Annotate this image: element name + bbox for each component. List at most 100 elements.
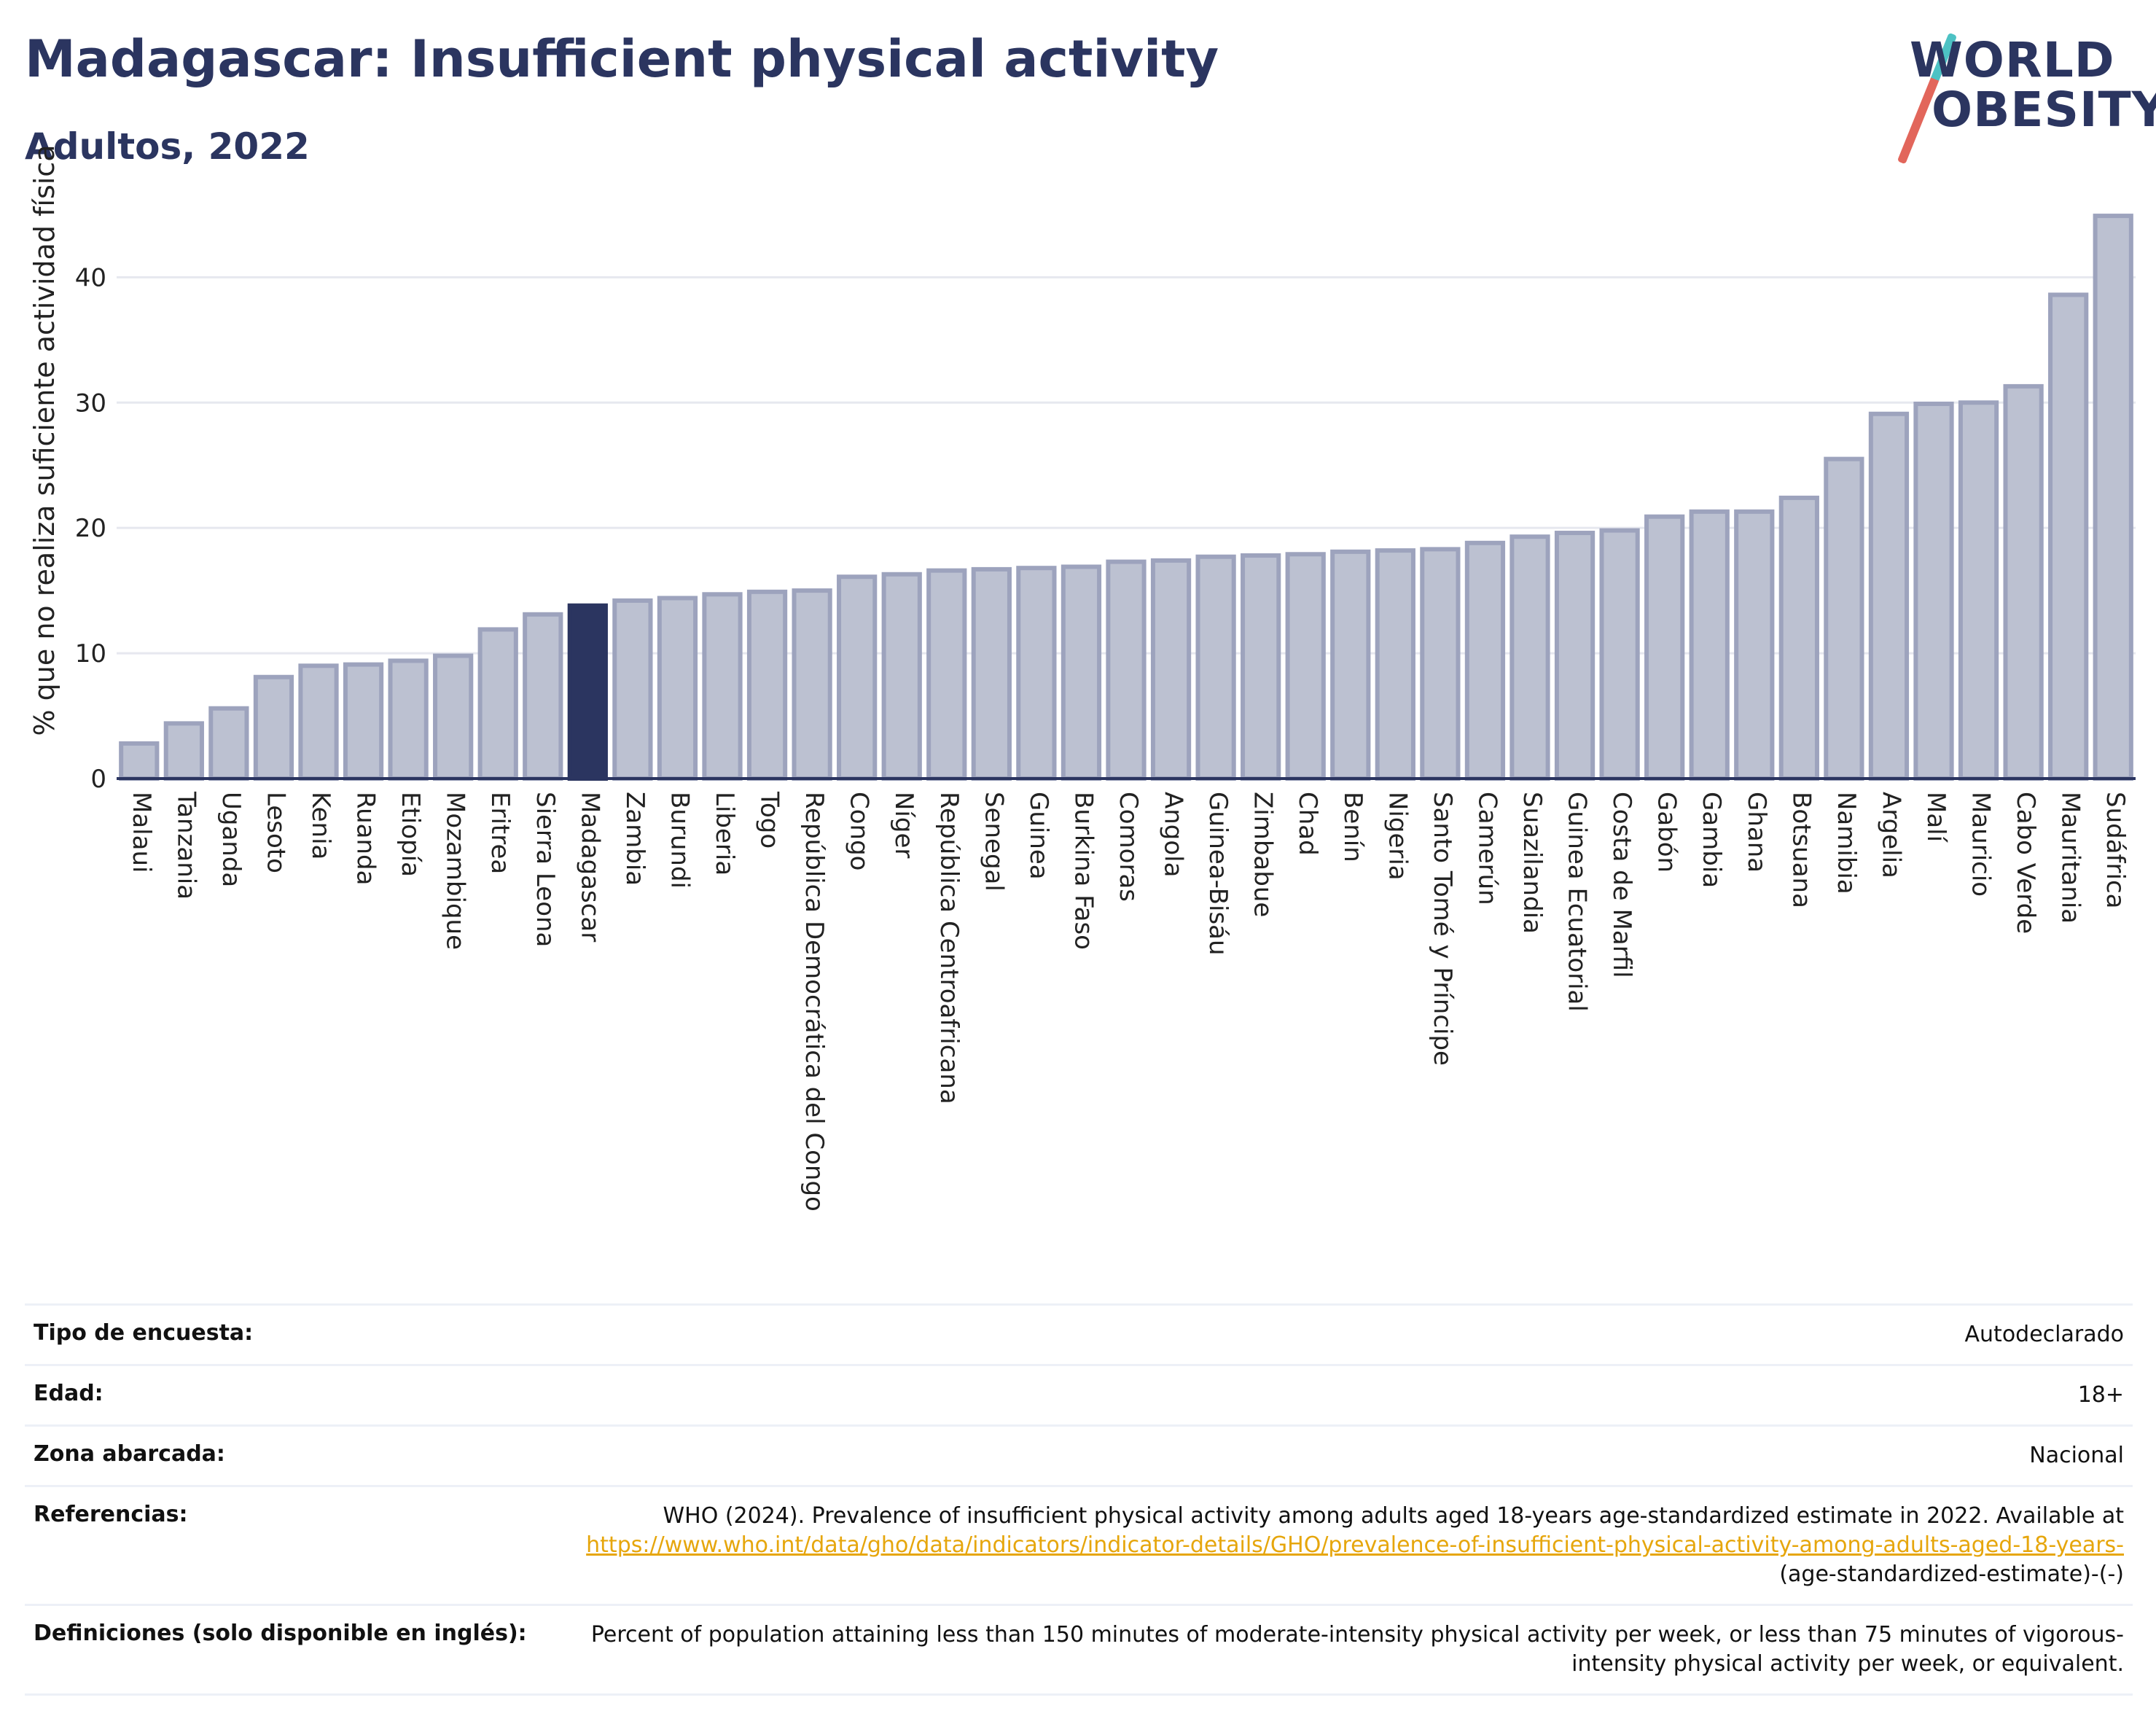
references-link[interactable]: https://www.who.int/data/gho/data/indica… — [586, 1532, 2124, 1558]
info-value: 18+ — [2077, 1382, 2124, 1408]
info-row-age: Edad: 18+ — [25, 1365, 2133, 1426]
bar — [208, 706, 249, 781]
x-tick-label: Mauritania — [2056, 792, 2085, 924]
x-tick-label: Guinea-Bisáu — [1203, 792, 1233, 956]
x-tick-label: Zimbabue — [1249, 792, 1278, 917]
x-tick-label: Comoras — [1114, 792, 1143, 902]
x-tick-label: Chad — [1293, 792, 1322, 856]
x-tick-label: Mozambique — [441, 792, 470, 950]
bar — [1958, 400, 1999, 781]
bar — [163, 721, 204, 781]
x-tick-label: Gambia — [1697, 792, 1726, 888]
bar — [477, 627, 518, 781]
bar — [343, 662, 384, 781]
x-tick-label: Botsuana — [1786, 792, 1816, 908]
x-tick-label: Malí — [1921, 792, 1950, 843]
bar — [1330, 549, 1371, 781]
x-tick-label: Ghana — [1742, 792, 1771, 873]
bar — [1150, 558, 1192, 781]
x-tick-label: Angola — [1159, 792, 1188, 877]
x-tick-label: Nigeria — [1383, 792, 1412, 881]
info-label: Tipo de encuesta: — [34, 1320, 254, 1346]
y-tick-label: 0 — [90, 765, 106, 794]
bar — [702, 592, 743, 781]
info-label: Edad: — [34, 1381, 103, 1406]
info-row-coverage: Zona abarcada: Nacional — [25, 1425, 2133, 1486]
references-text: WHO (2024). Prevalence of insufficient p… — [663, 1503, 2124, 1529]
bar — [1016, 566, 1057, 781]
bar — [1689, 509, 1730, 781]
x-tick-label: Santo Tomé y Príncipe — [1428, 792, 1457, 1066]
info-row-references: Referencias: WHO (2024). Prevalence of i… — [25, 1486, 2133, 1605]
info-table: Tipo de encuesta: Autodeclarado Edad: 18… — [25, 1303, 2133, 1696]
bar — [523, 612, 563, 781]
info-label: Definiciones (solo disponible en inglés)… — [34, 1621, 527, 1646]
x-tick-label: Congo — [845, 792, 874, 870]
x-tick-label: Eritrea — [485, 792, 515, 874]
bars — [119, 214, 2133, 781]
info-label: Referencias: — [34, 1502, 188, 1527]
bar — [1509, 534, 1550, 781]
x-tick-label: Camerún — [1472, 792, 1501, 905]
chart-title: Madagascar: Insufficient physical activi… — [25, 29, 1219, 89]
x-tick-label: Togo — [755, 791, 784, 849]
bar — [1868, 411, 1910, 781]
bar — [388, 658, 429, 781]
x-tick-label: Sudáfrica — [2101, 792, 2130, 908]
bar — [881, 572, 922, 781]
x-tick-label: Liberia — [710, 792, 739, 876]
info-row-definitions: Definiciones (solo disponible en inglés)… — [25, 1605, 2133, 1695]
x-tick-label: Benín — [1338, 792, 1367, 862]
bar — [2093, 214, 2133, 781]
bar — [1734, 509, 1775, 781]
bar — [1554, 531, 1595, 781]
x-tick-label: Guinea — [1024, 792, 1053, 880]
x-tick-label: Argelia — [1876, 792, 1905, 878]
bar — [1464, 540, 1506, 781]
y-tick-label: 40 — [75, 263, 106, 292]
info-value: Nacional — [2029, 1443, 2124, 1468]
x-tick-label: Etiopía — [396, 792, 425, 877]
x-tick-label: Senegal — [979, 792, 1008, 892]
references-suffix: (age-standardized-estimate)-(-) — [1779, 1562, 2124, 1587]
bar — [1824, 456, 1864, 781]
y-axis-ticks: 0 10 20 30 40 — [75, 263, 106, 794]
y-tick-label: 20 — [75, 514, 106, 543]
x-tick-label: Madagascar — [575, 792, 604, 942]
x-tick-label: Costa de Marfil — [1607, 792, 1636, 978]
logo-text-world: WORLD — [1910, 32, 2115, 88]
x-tick-label: Burkina Faso — [1069, 792, 1098, 950]
x-tick-label: Tanzania — [171, 791, 200, 900]
bar — [746, 589, 788, 781]
bar — [612, 598, 653, 781]
bar — [1106, 559, 1147, 781]
x-tick-label: Sierra Leona — [531, 792, 560, 947]
x-tick-label: Gabón — [1652, 792, 1682, 873]
bar — [1778, 495, 1819, 781]
bar — [1375, 548, 1415, 781]
bar — [1644, 514, 1685, 781]
references-value: WHO (2024). Prevalence of insufficient p… — [567, 1486, 2133, 1605]
bar — [1195, 554, 1236, 781]
y-axis-label: % que no realiza suficiente actividad fí… — [28, 145, 60, 736]
bar — [433, 653, 474, 781]
bar — [837, 574, 878, 781]
x-tick-label: Lesoto — [261, 792, 290, 873]
x-tick-label: Cabo Verde — [2011, 792, 2040, 934]
x-tick-label: Ruanda — [351, 792, 380, 885]
bar — [657, 596, 698, 781]
bar — [1599, 528, 1640, 781]
info-row-survey-type: Tipo de encuesta: Autodeclarado — [25, 1304, 2133, 1365]
y-tick-label: 10 — [75, 639, 106, 668]
chart-subtitle: Adultos, 2022 — [25, 125, 310, 168]
bar — [2003, 383, 2044, 781]
bar — [792, 588, 832, 781]
bar-chart: 0 10 20 30 40 Malaui Tanzania Uganda Lesoto Keni… — [28, 145, 2136, 1212]
bar — [926, 568, 967, 781]
bar — [1420, 547, 1461, 781]
definitions-value: Percent of population attaining less tha… — [590, 1622, 2124, 1677]
x-tick-label: Mauricio — [1966, 792, 1996, 897]
x-tick-label: Kenia — [306, 792, 335, 859]
bar — [2048, 292, 2089, 781]
info-value: Autodeclarado — [1964, 1322, 2124, 1347]
